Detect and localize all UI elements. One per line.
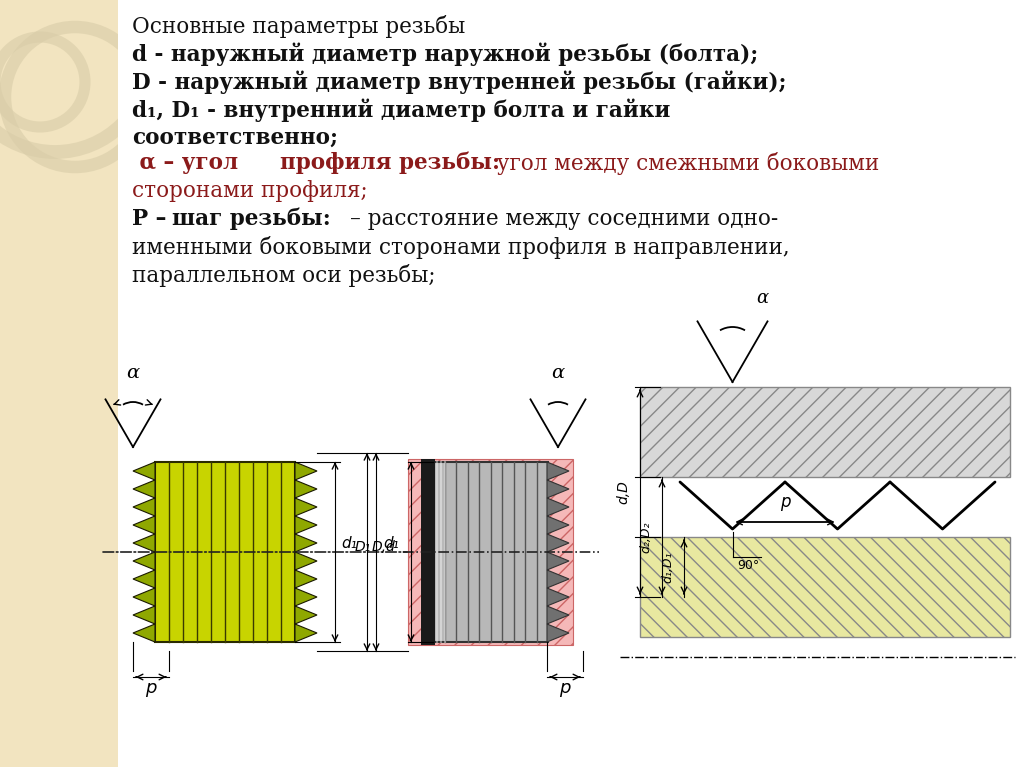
- Text: Основные параметры резьбы: Основные параметры резьбы: [132, 15, 465, 38]
- Text: сторонами профиля;: сторонами профиля;: [132, 180, 368, 202]
- Polygon shape: [295, 624, 317, 642]
- Polygon shape: [133, 516, 155, 534]
- Text: шаг резьбы:: шаг резьбы:: [172, 208, 331, 231]
- Polygon shape: [547, 462, 569, 480]
- Text: угол между смежными боковыми: угол между смежными боковыми: [490, 152, 880, 175]
- Text: именными боковыми сторонами профиля в направлении,: именными боковыми сторонами профиля в на…: [132, 236, 790, 259]
- Text: параллельном оси резьбы;: параллельном оси резьбы;: [132, 264, 435, 287]
- Polygon shape: [295, 534, 317, 552]
- Polygon shape: [295, 480, 317, 498]
- Polygon shape: [640, 387, 1010, 477]
- Polygon shape: [547, 498, 569, 516]
- Text: d₁: d₁: [341, 536, 356, 551]
- Polygon shape: [133, 480, 155, 498]
- Polygon shape: [547, 588, 569, 606]
- Bar: [421, 459, 435, 645]
- Polygon shape: [295, 570, 317, 588]
- Bar: [155, 462, 295, 642]
- Polygon shape: [640, 537, 1010, 637]
- Polygon shape: [547, 516, 569, 534]
- Polygon shape: [547, 570, 569, 588]
- Text: α: α: [552, 364, 564, 382]
- Polygon shape: [547, 606, 569, 624]
- Text: α: α: [757, 289, 769, 307]
- Text: D₁: D₁: [354, 540, 371, 554]
- Polygon shape: [133, 534, 155, 552]
- Bar: [118, 0, 1024, 767]
- Text: d₂,D₂: d₂,D₂: [639, 522, 652, 553]
- Text: профиля резьбы:: профиля резьбы:: [280, 152, 500, 175]
- Polygon shape: [133, 588, 155, 606]
- Polygon shape: [295, 552, 317, 570]
- Text: d₁: d₁: [383, 536, 399, 551]
- Text: P –: P –: [132, 208, 174, 230]
- Text: D,d: D,d: [372, 540, 395, 554]
- Polygon shape: [547, 624, 569, 642]
- Text: α – угол: α – угол: [132, 152, 246, 174]
- Bar: [433, 462, 548, 642]
- Text: соответственно;: соответственно;: [132, 127, 338, 149]
- Polygon shape: [295, 588, 317, 606]
- Polygon shape: [547, 552, 569, 570]
- Text: p: p: [559, 679, 570, 697]
- Polygon shape: [133, 606, 155, 624]
- Polygon shape: [133, 570, 155, 588]
- Polygon shape: [295, 498, 317, 516]
- Text: d,D: d,D: [616, 480, 630, 504]
- Text: d₁,D₁: d₁,D₁: [662, 551, 674, 583]
- Text: 90°: 90°: [737, 559, 760, 572]
- Polygon shape: [295, 462, 317, 480]
- Text: – расстояние между соседними одно-: – расстояние между соседними одно-: [350, 208, 778, 230]
- Text: p: p: [779, 493, 791, 511]
- Text: α: α: [126, 364, 139, 382]
- Polygon shape: [295, 516, 317, 534]
- Polygon shape: [295, 606, 317, 624]
- Text: p: p: [145, 679, 157, 697]
- Text: D - наружный диаметр внутренней резьбы (гайки);: D - наружный диаметр внутренней резьбы (…: [132, 71, 786, 94]
- Bar: [408, 459, 573, 645]
- Polygon shape: [133, 498, 155, 516]
- Polygon shape: [133, 462, 155, 480]
- Polygon shape: [547, 534, 569, 552]
- Polygon shape: [133, 624, 155, 642]
- Polygon shape: [547, 480, 569, 498]
- Polygon shape: [133, 552, 155, 570]
- Text: d - наружный диаметр наружной резьбы (болта);: d - наружный диаметр наружной резьбы (бо…: [132, 43, 758, 67]
- Text: d₁, D₁ - внутренний диаметр болта и гайки: d₁, D₁ - внутренний диаметр болта и гайк…: [132, 99, 671, 123]
